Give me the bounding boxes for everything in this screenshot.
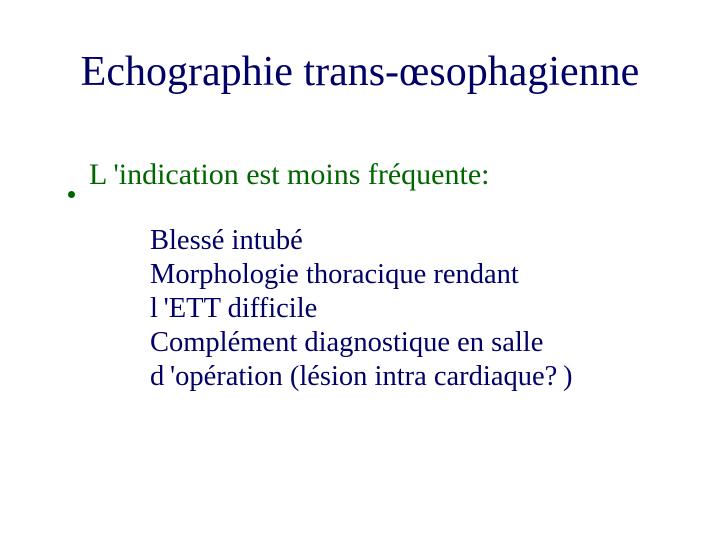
- bullet-text: L 'indication est moins fréquente:: [89, 158, 489, 192]
- body-line: Complément diagnostique en salle: [150, 326, 650, 360]
- body-line: Blessé intubé: [150, 224, 650, 258]
- slide-title: Echographie trans-œsophagienne: [0, 48, 720, 96]
- bullet-icon: [68, 191, 75, 198]
- body-line: l 'ETT difficile: [150, 292, 650, 326]
- body-line: d 'opération (lésion intra cardiaque? ): [150, 360, 650, 394]
- body-text-block: Blessé intubé Morphologie thoracique ren…: [150, 224, 650, 394]
- slide: Echographie trans-œsophagienne L 'indica…: [0, 0, 720, 540]
- bullet-item: L 'indication est moins fréquente:: [68, 158, 489, 192]
- body-line: Morphologie thoracique rendant: [150, 258, 650, 292]
